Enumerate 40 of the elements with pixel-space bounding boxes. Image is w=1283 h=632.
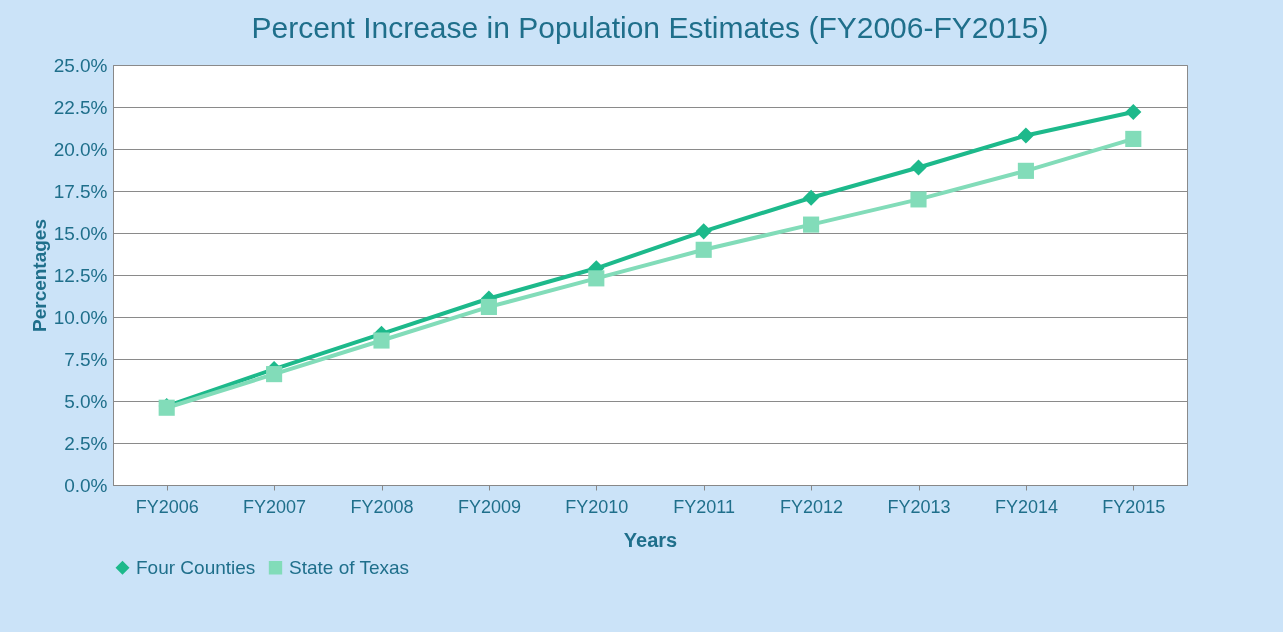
x-tick-label: FY2013 <box>887 496 951 517</box>
x-tick-label: FY2015 <box>1102 496 1166 517</box>
y-tick-label: 20.0% <box>53 138 108 160</box>
point <box>695 223 712 240</box>
x-tick-label: FY2008 <box>350 496 414 517</box>
x-tick-label: FY2006 <box>135 496 199 517</box>
point <box>803 216 820 233</box>
legend-label: State of Texas <box>289 556 410 578</box>
y-tick-label: 17.5% <box>53 180 108 202</box>
point <box>266 366 283 383</box>
y-tick-label: 7.5% <box>64 348 108 370</box>
point <box>480 298 497 315</box>
legend-label: Four Counties <box>136 556 256 578</box>
point <box>910 191 927 208</box>
point <box>803 189 820 206</box>
y-tick-label: 10.0% <box>53 306 108 328</box>
x-tick-label: FY2012 <box>780 496 844 517</box>
y-tick-label: 2.5% <box>64 432 108 454</box>
chart-title: Percent Increase in Population Estimates (FY2006-FY2015) <box>251 11 1049 44</box>
point <box>910 159 927 176</box>
y-tick-label: 25.0% <box>53 54 108 76</box>
x-tick-label: FY2011 <box>673 496 736 517</box>
point <box>1017 127 1034 144</box>
y-tick-label: 15.0% <box>53 222 108 244</box>
x-tick-label: FY2014 <box>994 496 1058 517</box>
point <box>588 270 605 287</box>
x-tick-label: FY2007 <box>243 496 307 517</box>
point <box>1125 103 1142 121</box>
x-tick-label: FY2010 <box>565 496 629 517</box>
x-axis-title: Years <box>623 528 678 551</box>
y-tick-label: 22.5% <box>53 96 108 118</box>
y-axis-title: Percentages <box>28 218 50 333</box>
point <box>1125 130 1142 147</box>
y-tick-label: 12.5% <box>53 264 108 286</box>
y-tick-label: 0.0% <box>64 474 108 496</box>
point <box>373 332 390 349</box>
y-tick-label: 5.0% <box>64 390 108 412</box>
point <box>1017 162 1034 179</box>
x-tick-label: FY2009 <box>457 496 521 517</box>
point <box>695 241 712 258</box>
